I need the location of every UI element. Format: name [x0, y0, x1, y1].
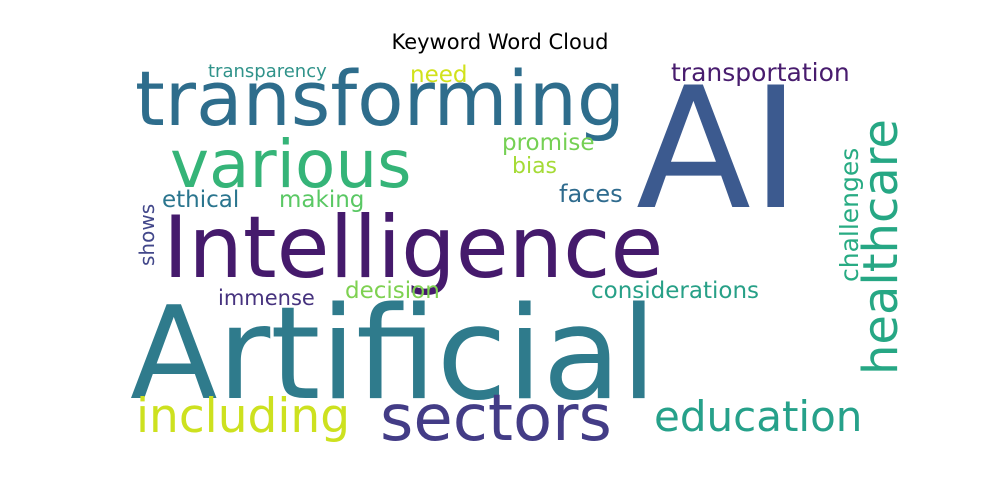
word-healthcare: healthcare — [853, 119, 909, 375]
word-faces: faces — [559, 180, 623, 208]
word-transforming: transforming — [135, 54, 625, 143]
word-immense: immense — [218, 286, 315, 310]
chart-title: Keyword Word Cloud — [391, 30, 609, 54]
word-considerations: considerations — [591, 278, 759, 304]
word-transparency: transparency — [208, 61, 327, 82]
word-sectors: sectors — [380, 382, 612, 456]
word-intelligence: Intelligence — [163, 198, 663, 298]
word-ethical: ethical — [162, 187, 239, 213]
word-including: including — [136, 389, 350, 444]
word-need: need — [410, 62, 467, 88]
word-artificial: Artificial — [130, 280, 657, 429]
word-shows: shows — [135, 204, 159, 266]
word-education: education — [654, 392, 862, 441]
word-ai: AI — [636, 51, 800, 247]
word-various: various — [170, 126, 412, 203]
word-making: making — [279, 187, 364, 213]
word-challenges: challenges — [835, 148, 864, 282]
word-bias: bias — [512, 154, 557, 179]
word-decision: decision — [345, 278, 440, 304]
word-promise: promise — [502, 130, 595, 156]
word-transportation: transportation — [671, 58, 850, 87]
